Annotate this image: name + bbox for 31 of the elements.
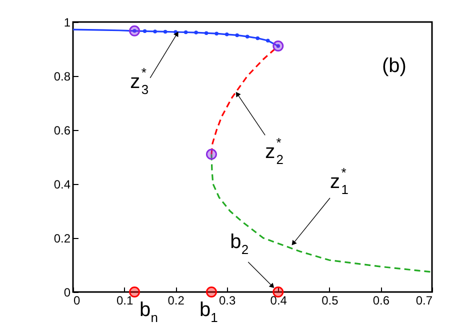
point bbox=[224, 32, 229, 36]
point bbox=[184, 30, 188, 34]
point bbox=[204, 31, 208, 35]
annotation: (b) bbox=[382, 55, 406, 77]
point bbox=[129, 25, 140, 36]
x-tick-label: 0.1 bbox=[116, 294, 134, 308]
point bbox=[194, 30, 198, 34]
point bbox=[206, 286, 217, 298]
point bbox=[142, 29, 147, 34]
point bbox=[256, 36, 260, 40]
y-tick-label: 0.6 bbox=[54, 124, 71, 138]
x-tick-label: 0.2 bbox=[168, 294, 185, 308]
y-tick-label: 1 bbox=[64, 16, 71, 30]
point bbox=[129, 286, 140, 298]
x-tick-label: 0.7 bbox=[416, 294, 433, 308]
x-tick-label: 0.3 bbox=[219, 294, 236, 308]
point bbox=[272, 40, 284, 52]
point bbox=[206, 148, 217, 160]
y-tick-label: 0.8 bbox=[54, 70, 71, 84]
point bbox=[214, 32, 218, 36]
point bbox=[163, 30, 168, 34]
point bbox=[266, 38, 270, 42]
point bbox=[153, 30, 157, 34]
y-tick-label: 0.4 bbox=[54, 178, 71, 192]
x-tick-label: 0 bbox=[74, 294, 80, 308]
point bbox=[235, 33, 239, 38]
x-tick-label: 0.4 bbox=[270, 294, 288, 308]
x-tick-label: 0.5 bbox=[322, 294, 339, 308]
x-tick-label: 0.6 bbox=[372, 294, 390, 308]
y-tick-label: 0.2 bbox=[54, 232, 71, 246]
point bbox=[246, 34, 250, 38]
